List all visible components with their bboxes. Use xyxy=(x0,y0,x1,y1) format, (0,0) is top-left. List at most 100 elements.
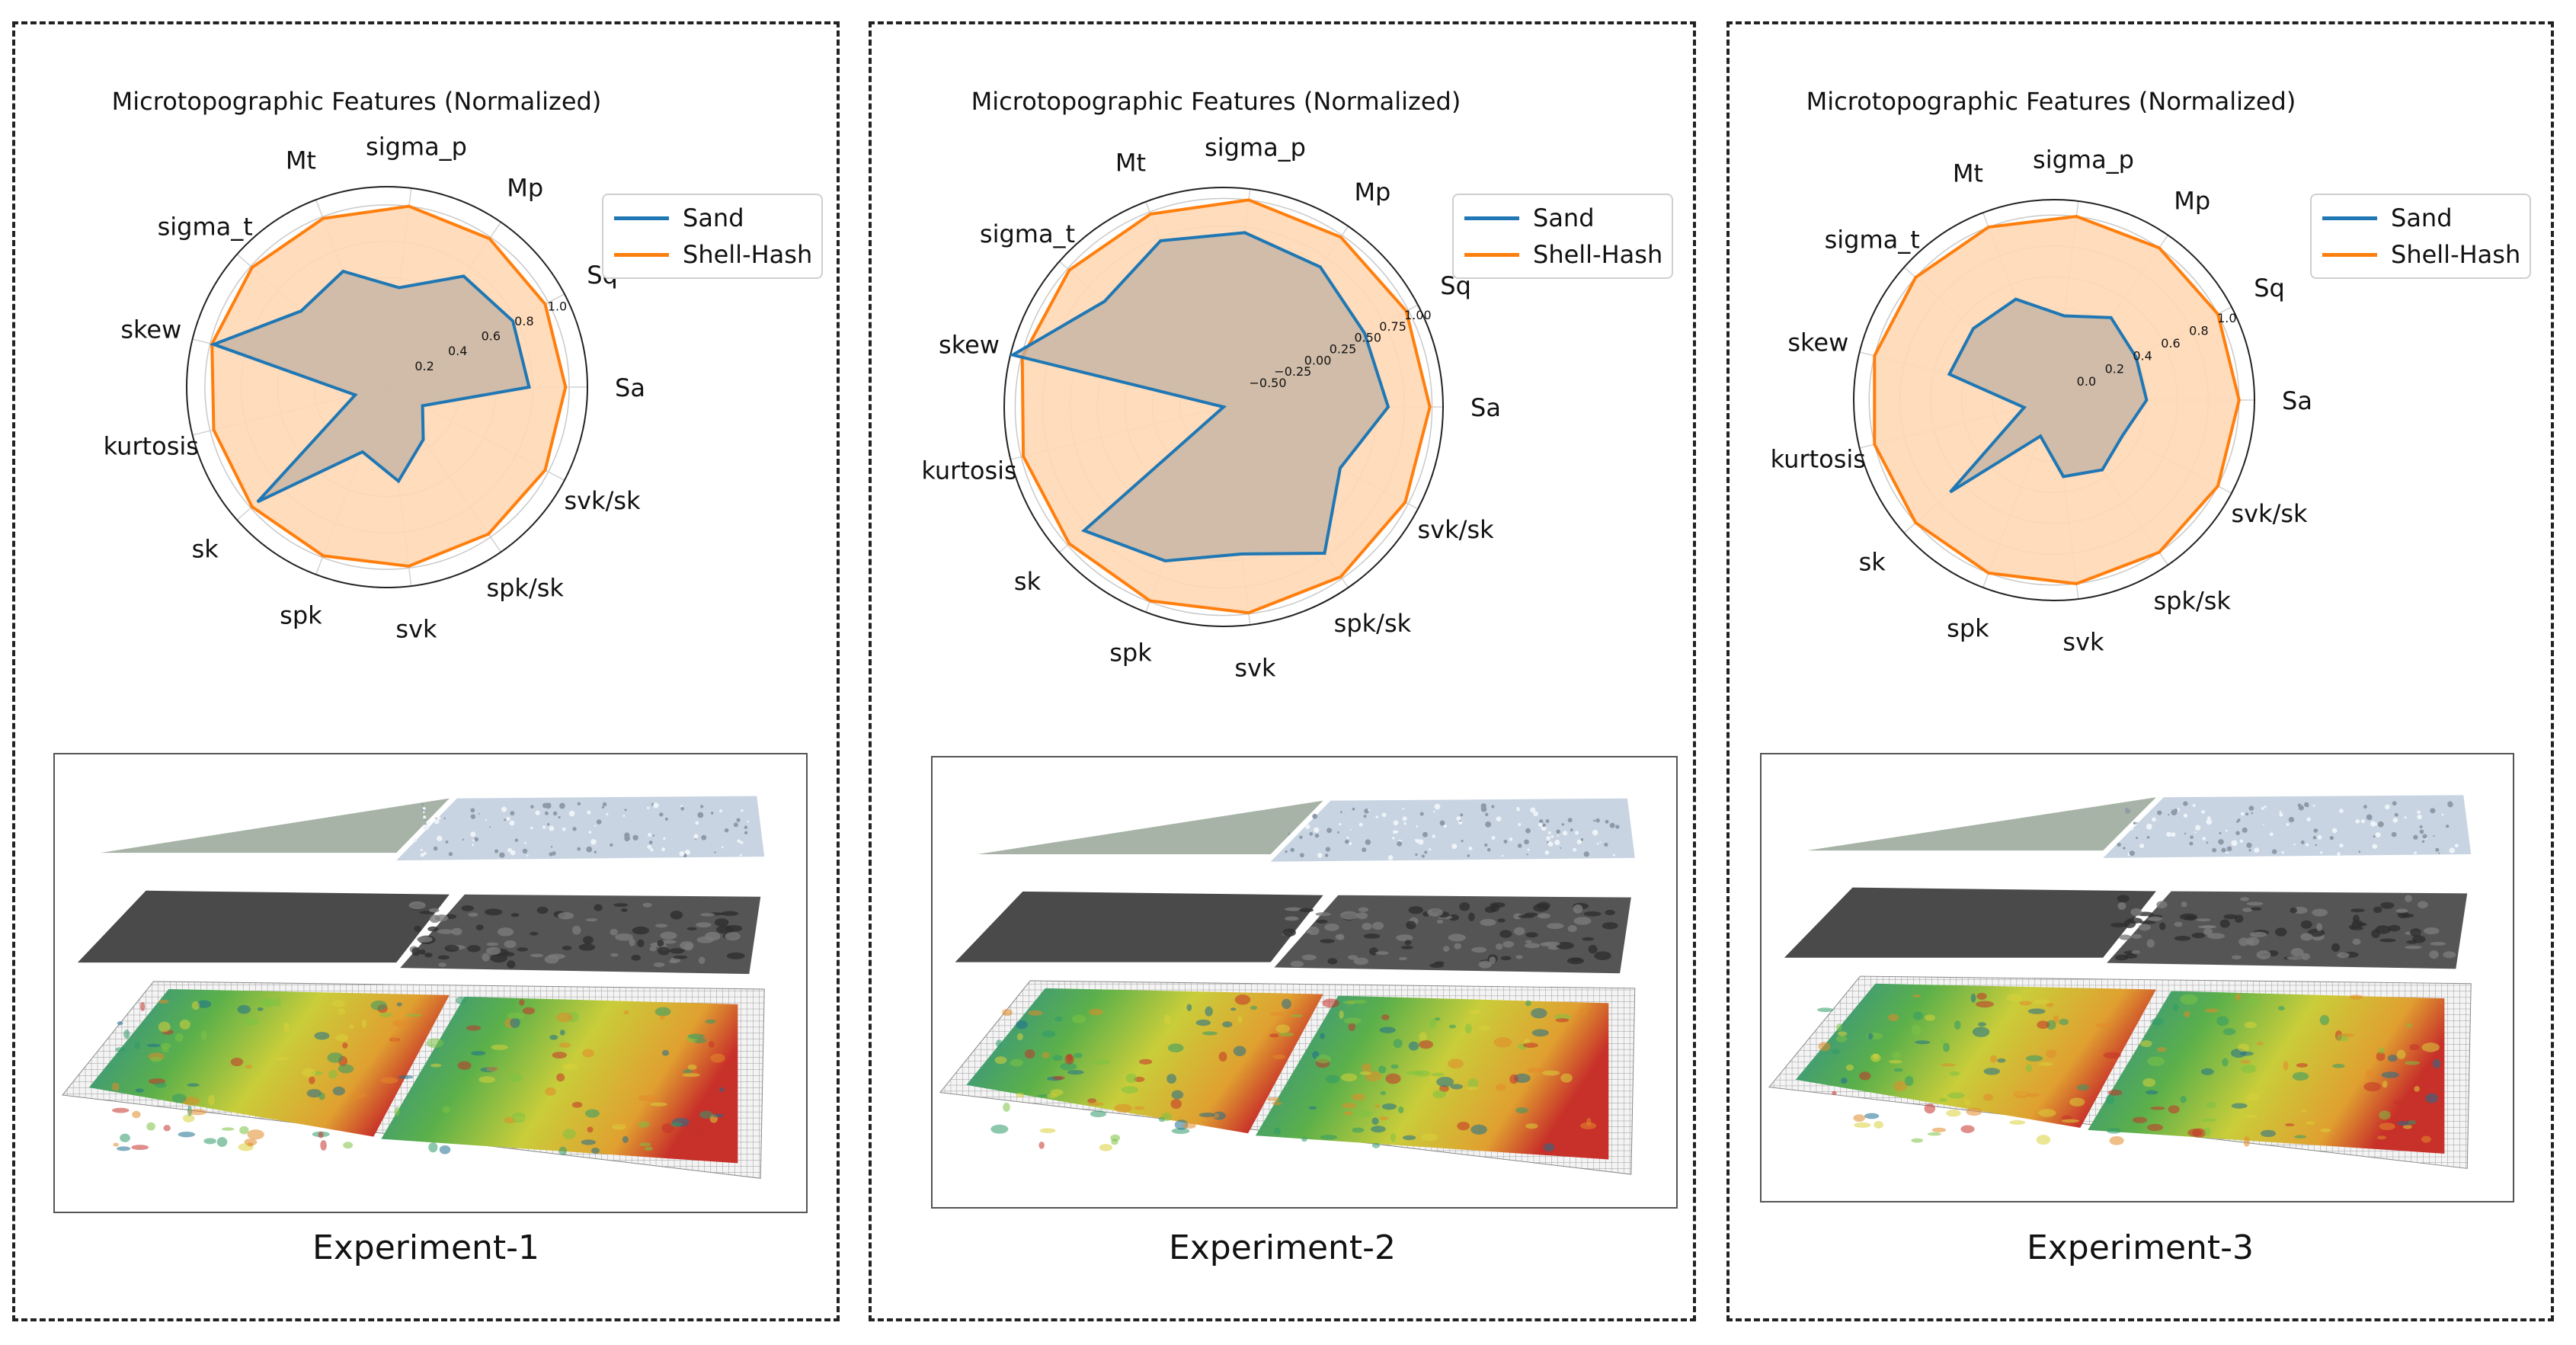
heatmap-blob xyxy=(1398,1106,1404,1113)
heatmap-blob xyxy=(1016,1033,1023,1041)
heightmap-relief xyxy=(2156,901,2168,909)
shell-texture-dot xyxy=(2391,831,2397,837)
shell-texture-dot xyxy=(1350,828,1352,831)
radial-tick-label: 1.00 xyxy=(1404,308,1432,322)
heightmap-relief xyxy=(2251,907,2262,911)
shell-texture-dot xyxy=(2242,827,2248,833)
heatmap-blob xyxy=(1291,1014,1304,1017)
axis-label: kurtosis xyxy=(104,431,199,460)
heatmap-blob xyxy=(1983,1068,2001,1075)
heightmap-relief xyxy=(594,904,603,911)
heatmap-blob xyxy=(1170,1099,1182,1110)
shell-texture-dot xyxy=(2248,805,2254,811)
heatmap-blob xyxy=(349,1024,354,1030)
heightmap-relief xyxy=(2196,918,2211,922)
heatmap-blob xyxy=(1493,1036,1512,1048)
heatmap-blob xyxy=(1837,1031,1848,1036)
heatmap-blob xyxy=(1342,1103,1357,1109)
heightmap-relief xyxy=(1299,908,1314,912)
heatmap-blob xyxy=(161,1042,171,1049)
heatmap-blob xyxy=(2106,1127,2122,1134)
heatmap-blob xyxy=(1983,1094,1994,1101)
heatmap-blob xyxy=(2387,1054,2398,1062)
heatmap-blob xyxy=(2200,1068,2214,1075)
heatmap-blob xyxy=(314,1032,330,1040)
shell-texture-dot xyxy=(2231,840,2238,847)
heatmap-blob xyxy=(2285,1123,2295,1127)
heatmap-blob xyxy=(1348,1022,1355,1031)
shell-texture-dot xyxy=(2293,844,2296,846)
heatmap-blob xyxy=(338,1008,346,1015)
shell-texture-dot xyxy=(559,802,565,809)
heightmap-relief xyxy=(1567,924,1577,933)
shell-texture-dot xyxy=(420,853,424,857)
heatmap-blob xyxy=(1381,1103,1397,1110)
heightmap-relief xyxy=(2148,916,2162,921)
heightmap-relief xyxy=(2119,934,2132,940)
heatmap-blob xyxy=(1450,1084,1464,1090)
heightmap-relief xyxy=(408,901,426,910)
heightmap-relief xyxy=(1396,934,1413,941)
surface-reconstruction-image-1 xyxy=(53,753,808,1213)
shell-texture-dot xyxy=(739,853,742,857)
heatmap-blob xyxy=(571,1101,583,1108)
heatmap-blob xyxy=(1379,1116,1389,1121)
heightmap-relief xyxy=(438,962,446,968)
heatmap-blob xyxy=(2381,1071,2399,1078)
shell-texture-dot xyxy=(1326,828,1333,834)
heightmap-relief xyxy=(414,925,421,932)
shell-texture-dot xyxy=(1458,820,1463,825)
shell-texture-dot xyxy=(423,815,427,819)
legend-line-sand xyxy=(1464,216,1519,220)
radial-tick-label: −0.25 xyxy=(1274,364,1311,379)
heightmap-relief xyxy=(417,936,433,943)
heatmap-blob xyxy=(2382,1081,2388,1088)
shell-texture-dot xyxy=(2306,843,2309,847)
heightmap-relief xyxy=(696,922,712,928)
heatmap-blob xyxy=(1371,1142,1381,1148)
heatmap-blob xyxy=(1390,1132,1397,1142)
shell-texture-dot xyxy=(549,852,553,857)
shell-texture-dot xyxy=(488,826,491,828)
heatmap-blob xyxy=(2376,1135,2386,1140)
shell-texture-dot xyxy=(1574,831,1579,835)
heatmap-blob xyxy=(1818,1042,1831,1052)
shell-texture-dot xyxy=(1527,848,1530,851)
heightmap-relief xyxy=(1573,904,1583,914)
heatmap-blob xyxy=(2019,1001,2032,1006)
heightmap-relief xyxy=(1602,922,1618,930)
heatmap-blob xyxy=(398,1075,414,1079)
heatmap-blob xyxy=(1042,1052,1050,1058)
shell-texture-dot xyxy=(2254,847,2260,853)
shell-texture-dot xyxy=(1312,813,1318,819)
heightmap-relief xyxy=(504,940,517,949)
heatmap-blob xyxy=(1024,1049,1035,1059)
legend-line-shell-hash xyxy=(1464,252,1519,257)
heatmap-blob xyxy=(2105,1094,2115,1105)
heatmap-blob xyxy=(622,1135,629,1143)
shell-texture-dot xyxy=(2221,847,2226,853)
legend-line-sand xyxy=(2322,216,2377,220)
heatmap-blob xyxy=(2301,1109,2306,1113)
heatmap-blob xyxy=(584,1109,600,1118)
shell-texture-dot xyxy=(470,814,476,819)
shell-texture-dot xyxy=(1530,807,1536,813)
shell-texture-dot xyxy=(422,806,426,810)
heatmap-blob xyxy=(1390,1064,1399,1069)
heightmap-relief xyxy=(1406,921,1416,930)
heightmap-relief xyxy=(1547,923,1564,930)
heatmap-blob xyxy=(332,1086,345,1096)
heatmap-blob xyxy=(2414,1086,2420,1092)
shell-hash-photo-surface xyxy=(396,796,765,861)
shell-texture-dot xyxy=(544,811,549,815)
heatmap-blob xyxy=(242,1017,259,1026)
shell-texture-dot xyxy=(1340,811,1342,814)
axis-label: svk xyxy=(2062,628,2104,657)
shell-texture-dot xyxy=(1429,848,1432,851)
axis-label: kurtosis xyxy=(1771,444,1866,473)
shell-texture-dot xyxy=(2404,816,2407,819)
shell-texture-dot xyxy=(448,852,453,857)
shell-texture-dot xyxy=(1567,818,1573,823)
shell-texture-dot xyxy=(700,805,704,809)
shell-texture-dot xyxy=(421,803,424,806)
